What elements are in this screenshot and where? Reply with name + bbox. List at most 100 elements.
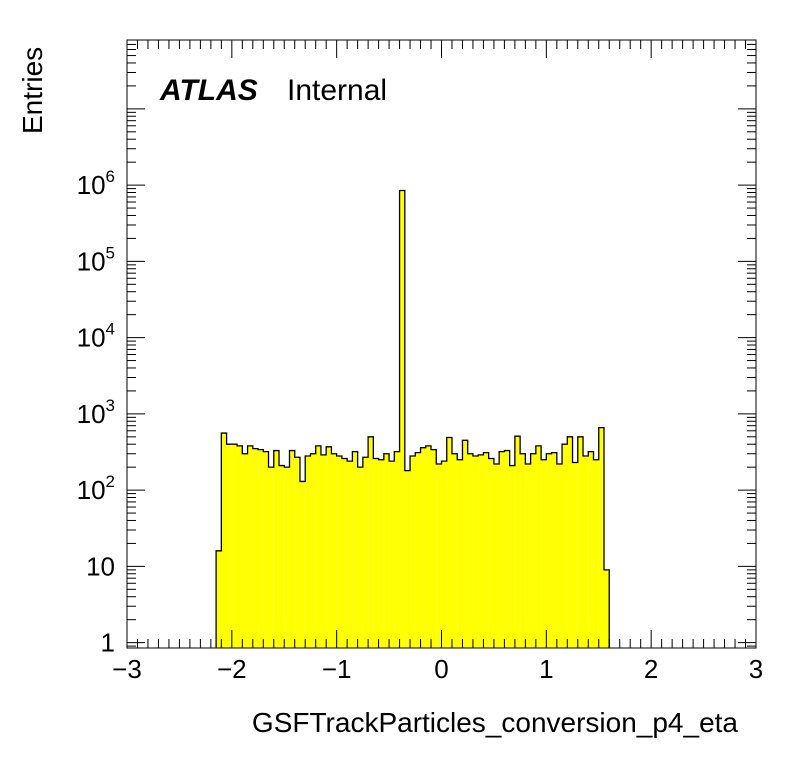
histogram-bin [441, 461, 447, 648]
histogram-bin [603, 569, 610, 648]
histogram-bin [362, 457, 369, 648]
histogram-bin [226, 444, 232, 648]
histogram-bin [472, 456, 479, 648]
histogram-bin [530, 453, 536, 648]
histogram-bin [216, 550, 222, 648]
histogram-bin [493, 464, 500, 648]
histogram-bin [504, 450, 510, 648]
axis-ticks [126, 39, 757, 648]
histogram-bin [399, 190, 405, 648]
x-tick-label: −1 [322, 654, 352, 684]
histogram-bin [572, 462, 578, 648]
histogram-bin [451, 453, 458, 648]
histogram-bin [383, 453, 390, 648]
histogram-bin [258, 449, 264, 648]
histogram-bin [357, 467, 363, 648]
histogram-bin [446, 437, 452, 648]
histogram-bin [299, 481, 306, 648]
histogram-bin [462, 440, 468, 648]
histogram-bin [368, 436, 374, 648]
histogram-bin [546, 453, 552, 648]
y-tick-label: 105 [77, 243, 115, 276]
histogram-bin [577, 436, 584, 648]
histogram-bin [336, 456, 342, 648]
histogram-bin [509, 465, 515, 648]
histogram-bin [562, 444, 568, 648]
histogram-bin [279, 465, 285, 648]
histogram-bin [373, 458, 379, 648]
histogram-bin [593, 459, 599, 648]
x-tick-label: −2 [217, 654, 247, 684]
histogram-bin [305, 456, 311, 648]
histogram-bin [499, 451, 505, 648]
histogram-bin [252, 448, 259, 648]
histogram-bin [394, 451, 400, 648]
histogram-bin [389, 461, 395, 648]
y-tick-label: 104 [77, 320, 115, 353]
histogram-bin [436, 464, 442, 648]
histogram-layer [215, 189, 610, 648]
histogram-bin [525, 464, 531, 648]
histogram-bin [331, 453, 337, 648]
histogram-bin [551, 452, 557, 648]
plot-frame [126, 39, 757, 649]
histogram-bin [488, 458, 494, 648]
histogram-bin [341, 458, 348, 648]
histogram-bin [598, 427, 604, 648]
x-tick-labels: −3 −2 −1 0 1 2 3 [112, 654, 763, 684]
histogram-bin [583, 456, 589, 648]
x-tick-label: 2 [644, 654, 658, 684]
histogram-bin [247, 445, 253, 648]
histogram-bin [347, 461, 353, 648]
histogram-bin [556, 464, 563, 648]
y-tick-label: 10 [86, 551, 115, 581]
x-tick-label: 1 [539, 654, 553, 684]
histogram-bin [326, 446, 332, 648]
atlas-label: ATLAS [159, 74, 258, 107]
x-tick-label: 3 [749, 654, 763, 684]
histogram-bin [242, 453, 248, 648]
histogram-bin [231, 444, 238, 648]
histogram-bin [404, 470, 411, 648]
histogram-bin [467, 453, 473, 648]
y-tick-labels: 1 10 102 103 104 105 106 [77, 167, 115, 658]
histogram-bin [457, 459, 463, 648]
histogram-bin [431, 449, 437, 648]
histogram-bin [294, 457, 300, 648]
histogram-bin [410, 456, 416, 648]
histogram-bin [237, 445, 243, 648]
histogram-bin [520, 453, 526, 648]
y-axis-title: Entries [17, 47, 48, 134]
y-tick-label: 102 [77, 472, 115, 505]
x-axis-title: GSFTrackParticles_conversion_p4_eta [252, 707, 739, 738]
histogram-bin [425, 445, 432, 648]
x-tick-label: 0 [434, 654, 448, 684]
histogram-bin [415, 452, 421, 648]
histogram-bin [588, 451, 594, 648]
histogram-bin [263, 451, 269, 648]
x-tick-label: −3 [112, 654, 142, 684]
histogram-bin [320, 454, 327, 648]
histogram-bin [535, 445, 542, 648]
histogram-bin [273, 450, 280, 648]
y-tick-label: 106 [77, 167, 115, 200]
histogram-bin [514, 436, 521, 648]
histogram-bin [541, 459, 547, 648]
histogram-bin [268, 467, 274, 648]
histogram-bin [378, 459, 384, 648]
histogram-bin [310, 453, 316, 648]
histogram-bin [284, 467, 290, 648]
histogram-bin [315, 445, 321, 648]
histogram-bin [420, 447, 426, 648]
y-tick-label: 1 [101, 628, 115, 658]
histogram-outline [215, 189, 610, 648]
histogram-bin [478, 454, 484, 648]
histogram-bin [221, 433, 227, 648]
histogram-bin [289, 450, 295, 648]
histogram-bin [352, 451, 358, 648]
histogram-bin [567, 436, 573, 648]
histogram-bin [483, 452, 489, 648]
internal-label: Internal [287, 74, 387, 107]
